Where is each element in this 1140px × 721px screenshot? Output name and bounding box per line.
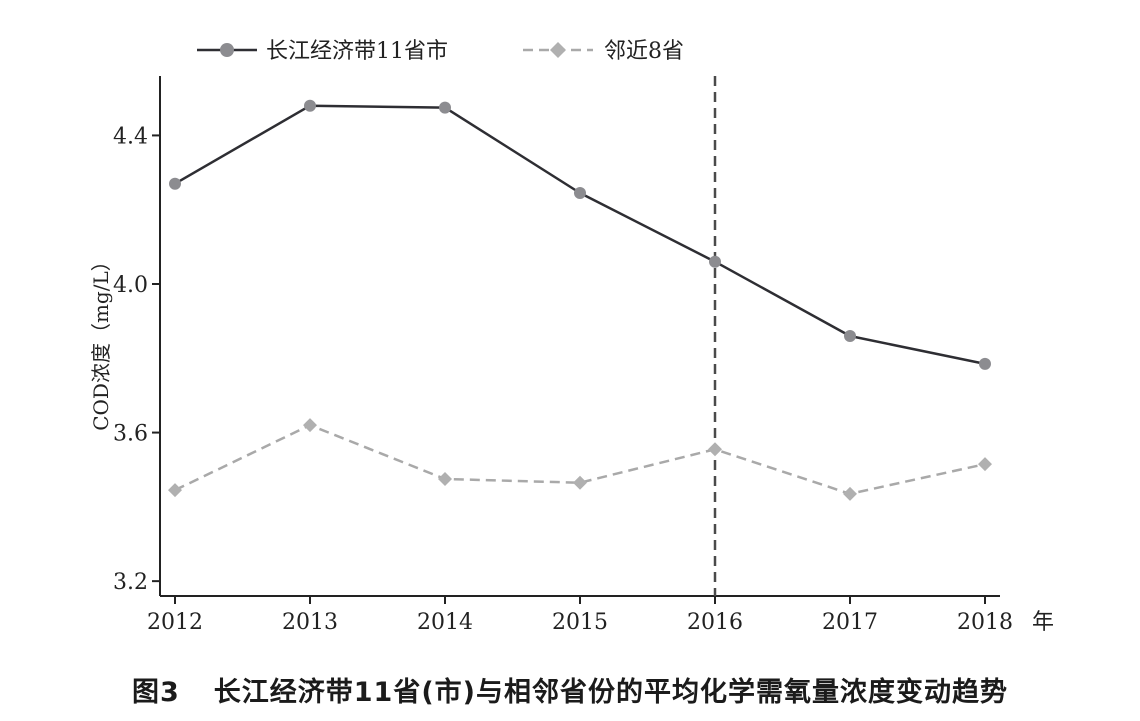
data-point-marker (439, 101, 451, 114)
legend-marker (550, 42, 566, 58)
x-tick-label: 2017 (822, 610, 878, 635)
x-tick-label: 2013 (282, 610, 338, 635)
data-point-marker (438, 472, 452, 486)
x-tick-label: 2018 (957, 610, 1013, 635)
data-point-marker (978, 457, 992, 472)
figure-number: 图3 (131, 677, 180, 708)
data-point-marker (844, 330, 856, 342)
data-point-marker (709, 255, 721, 268)
figure-caption-text: 长江经济带11省(市)与相邻省份的平均化学需氧量浓度变动趋势 (213, 677, 1009, 708)
series-line-1 (174, 104, 986, 366)
legend-label: 长江经济带11省市 (266, 39, 448, 64)
y-tick-label: 3.6 (113, 422, 148, 447)
data-point-marker (573, 475, 587, 490)
y-axis-label: COD浓度（mg/L） (89, 251, 113, 431)
data-point-marker (979, 357, 991, 370)
y-tick-label: 4.4 (113, 124, 148, 149)
legend-marker (220, 43, 234, 57)
figure-caption: 图3 长江经济带11省(市)与相邻省份的平均化学需氧量浓度变动趋势 (0, 670, 1140, 710)
x-tick-label: 2016 (687, 610, 743, 635)
data-point-marker (843, 486, 857, 501)
x-tick-label: 2012 (147, 610, 203, 635)
x-tick-label: 2014 (417, 610, 473, 635)
y-tick-label: 4.0 (113, 273, 148, 298)
x-axis-unit-label: 年 (1032, 610, 1054, 635)
legend-label: 邻近8省 (604, 39, 684, 64)
y-tick-label: 3.2 (113, 570, 148, 595)
data-point-marker (708, 442, 722, 457)
data-point-marker (169, 177, 181, 190)
x-tick-label: 2015 (552, 610, 608, 635)
data-point-marker (574, 187, 586, 199)
data-point-marker (168, 483, 182, 498)
data-point-marker (303, 418, 317, 433)
data-point-marker (304, 99, 316, 112)
